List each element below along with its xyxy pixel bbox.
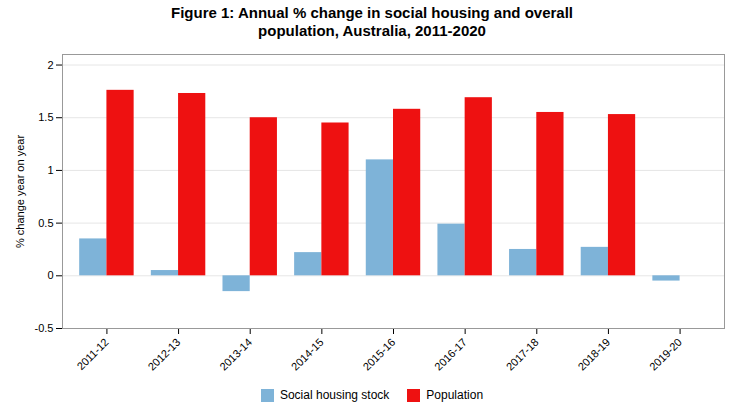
svg-text:2013-14: 2013-14 [217, 336, 254, 373]
svg-text:2015-16: 2015-16 [360, 336, 397, 373]
svg-text:2: 2 [47, 59, 53, 71]
svg-text:2011-12: 2011-12 [74, 336, 110, 372]
svg-text:2019-20: 2019-20 [647, 336, 684, 373]
svg-text:% change year on year: % change year on year [14, 135, 26, 248]
svg-text:2017-18: 2017-18 [504, 336, 541, 373]
svg-text:0: 0 [47, 269, 53, 281]
svg-text:0.5: 0.5 [38, 217, 53, 229]
svg-text:2014-15: 2014-15 [289, 336, 326, 373]
svg-text:2016-17: 2016-17 [432, 336, 469, 373]
svg-text:1.5: 1.5 [38, 111, 53, 123]
html-text:Figure 1: Annual % change in s: Figure 1: Annual % change in social hous… [171, 4, 573, 39]
svg-text:2018-19: 2018-19 [575, 336, 612, 373]
svg-text:2012-13: 2012-13 [145, 336, 182, 373]
html-text:Social housing stock: Social housing stock [279, 388, 390, 402]
html-text:Population: Population [426, 388, 484, 402]
svg-text:1: 1 [47, 164, 53, 176]
svg-text:-0.5: -0.5 [35, 322, 54, 334]
